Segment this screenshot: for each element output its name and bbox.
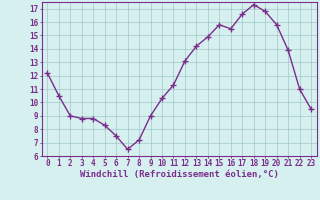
X-axis label: Windchill (Refroidissement éolien,°C): Windchill (Refroidissement éolien,°C) bbox=[80, 170, 279, 179]
